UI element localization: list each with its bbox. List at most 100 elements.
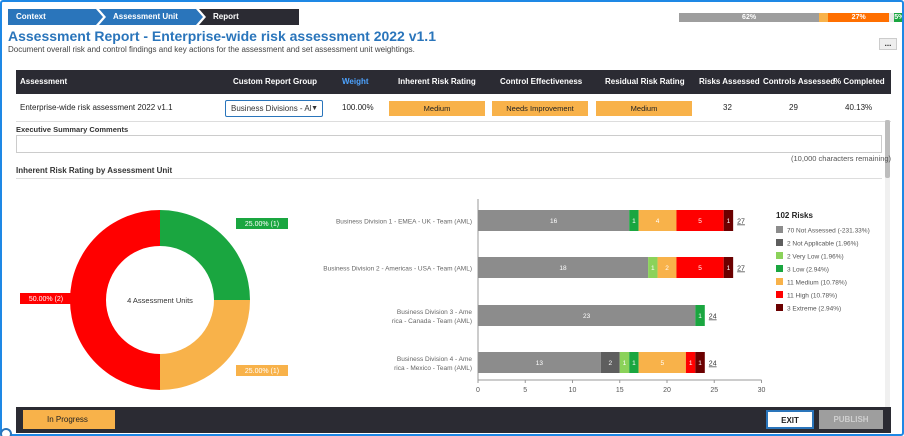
bar-value-label: 2 bbox=[608, 360, 612, 367]
page-title: Assessment Report - Enterprise-wide risk… bbox=[8, 28, 436, 44]
bar-segment[interactable] bbox=[478, 210, 630, 231]
chevron-down-icon: ▼ bbox=[311, 105, 318, 112]
bar-segment[interactable] bbox=[723, 257, 734, 278]
legend-swatch bbox=[776, 291, 783, 298]
x-tick-label: 10 bbox=[569, 387, 577, 394]
bar-segment[interactable] bbox=[685, 352, 696, 373]
donut-center-label: 4 Assessment Units bbox=[127, 296, 193, 305]
bar-segment[interactable] bbox=[676, 257, 724, 278]
header-controls-assessed: Controls Assessed bbox=[763, 77, 836, 86]
bar-segment[interactable] bbox=[638, 352, 686, 373]
x-tick-label: 30 bbox=[758, 387, 766, 394]
bar-segment[interactable] bbox=[695, 305, 705, 326]
x-tick-label: 5 bbox=[523, 387, 527, 394]
cell-controls-assessed: 29 bbox=[789, 103, 798, 112]
cell-percent-completed: 40.13% bbox=[845, 103, 873, 112]
legend-swatch bbox=[776, 252, 783, 259]
slice-label: 25.00% (1) bbox=[245, 368, 279, 375]
slice-label-box bbox=[236, 365, 288, 376]
bar-segment[interactable] bbox=[648, 257, 658, 278]
bar-segment[interactable] bbox=[657, 257, 677, 278]
bar-total-link[interactable]: 24 bbox=[709, 314, 717, 321]
legend-swatch bbox=[776, 304, 783, 311]
bar-segment[interactable] bbox=[600, 352, 620, 373]
bar-segment[interactable] bbox=[629, 352, 639, 373]
legend-entry[interactable]: 70 Not Assessed (-231.33%) bbox=[787, 228, 870, 235]
bar-segment[interactable] bbox=[478, 305, 696, 326]
bar-segment[interactable] bbox=[676, 210, 724, 231]
bar-value-label: 5 bbox=[698, 218, 702, 225]
x-tick-label: 15 bbox=[616, 387, 624, 394]
distribution-segment bbox=[819, 13, 829, 22]
bar-segment[interactable] bbox=[619, 352, 630, 373]
footer-bar: In Progress EXIT PUBLISH bbox=[16, 407, 891, 433]
slice-label: 25.00% (1) bbox=[245, 221, 279, 228]
residual-risk-badge: Medium bbox=[596, 101, 692, 116]
bar-value-label: 1 bbox=[727, 265, 731, 272]
donut-chart: 25.00% (1) 25.00% (1) 50.00% (2) 4 Assessme… bbox=[20, 210, 288, 390]
bar-value-label: 13 bbox=[536, 360, 544, 367]
table-header: Assessment Custom Report Group Weight In… bbox=[16, 70, 891, 94]
legend-entry[interactable]: 11 High (10.78%) bbox=[787, 293, 837, 300]
header-weight[interactable]: Weight bbox=[342, 77, 369, 86]
header-inherent-risk: Inherent Risk Rating bbox=[398, 77, 476, 86]
legend-entry[interactable]: 3 Low (2.94%) bbox=[787, 267, 829, 274]
scrollbar-track[interactable] bbox=[885, 120, 890, 407]
legend-entry[interactable]: 2 Very Low (1.96%) bbox=[787, 254, 844, 261]
step-context[interactable]: Context bbox=[8, 9, 103, 25]
header-custom-report-group: Custom Report Group bbox=[233, 77, 317, 86]
bar-value-label: 18 bbox=[559, 265, 567, 272]
scrollbar-thumb[interactable] bbox=[885, 120, 890, 178]
cell-risks-assessed: 32 bbox=[723, 103, 732, 112]
category-label: Business Division 1 - EMEA - UK - Team (… bbox=[336, 219, 472, 226]
bar-value-label: 1 bbox=[632, 218, 636, 225]
bar-segment[interactable] bbox=[638, 210, 677, 231]
bar-value-label: 1 bbox=[727, 218, 731, 225]
progress-distribution-bar: 62% 27% 5% bbox=[679, 13, 902, 22]
step-assessment-unit[interactable]: Assessment Unit bbox=[99, 9, 203, 25]
section-title: Inherent Risk Rating by Assessment Unit bbox=[16, 166, 173, 175]
distribution-segment: 27% bbox=[828, 13, 890, 22]
legend-swatch bbox=[776, 278, 783, 285]
category-label: Business Division 3 - Ame rica - Canada -… bbox=[392, 309, 472, 325]
exec-summary-textarea[interactable] bbox=[16, 135, 882, 153]
donut-slice[interactable] bbox=[70, 210, 160, 390]
bar-segment[interactable] bbox=[629, 210, 639, 231]
donut-slice[interactable] bbox=[160, 300, 250, 390]
cell-weight[interactable]: 100.00% bbox=[342, 103, 374, 112]
bar-segment[interactable] bbox=[478, 352, 601, 373]
status-badge: In Progress bbox=[23, 410, 115, 429]
slice-label-box bbox=[236, 218, 288, 229]
slice-label-box bbox=[20, 293, 72, 304]
report-group-value: Business Divisions - Al bbox=[231, 104, 312, 113]
more-options-button[interactable]: ... bbox=[879, 38, 897, 50]
exit-button[interactable]: EXIT bbox=[766, 410, 814, 429]
report-group-select[interactable]: Business Divisions - Al ▼ bbox=[225, 100, 323, 117]
bar-total-link[interactable]: 27 bbox=[737, 219, 745, 226]
slice-label: 50.00% (2) bbox=[29, 296, 63, 303]
x-tick-label: 25 bbox=[710, 387, 718, 394]
legend-entry[interactable]: 11 Medium (10.78%) bbox=[787, 280, 847, 287]
donut-slice[interactable] bbox=[160, 210, 250, 300]
bar-value-label: 1 bbox=[651, 265, 655, 272]
help-icon[interactable] bbox=[0, 428, 12, 436]
bar-value-label: 1 bbox=[632, 360, 636, 367]
bar-segment[interactable] bbox=[723, 210, 734, 231]
bar-segment[interactable] bbox=[478, 257, 649, 278]
cell-assessment: Enterprise-wide risk assessment 2022 v1.… bbox=[20, 103, 173, 112]
legend-entry[interactable]: 2 Not Applicable (1.96%) bbox=[787, 241, 859, 248]
bar-total-link[interactable]: 24 bbox=[709, 361, 717, 368]
bar-value-label: 5 bbox=[698, 265, 702, 272]
legend-entry[interactable]: 3 Extreme (2.94%) bbox=[787, 306, 841, 313]
bar-value-label: 1 bbox=[623, 360, 627, 367]
bar-value-label: 1 bbox=[698, 313, 702, 320]
bar-value-label: 16 bbox=[550, 218, 558, 225]
bar-segment[interactable] bbox=[695, 352, 705, 373]
legend-swatch bbox=[776, 239, 783, 246]
step-report[interactable]: Report bbox=[199, 9, 299, 25]
bar-total-link[interactable]: 27 bbox=[737, 266, 745, 273]
inherent-risk-badge: Medium bbox=[389, 101, 485, 116]
table-row: Enterprise-wide risk assessment 2022 v1.… bbox=[16, 94, 891, 122]
